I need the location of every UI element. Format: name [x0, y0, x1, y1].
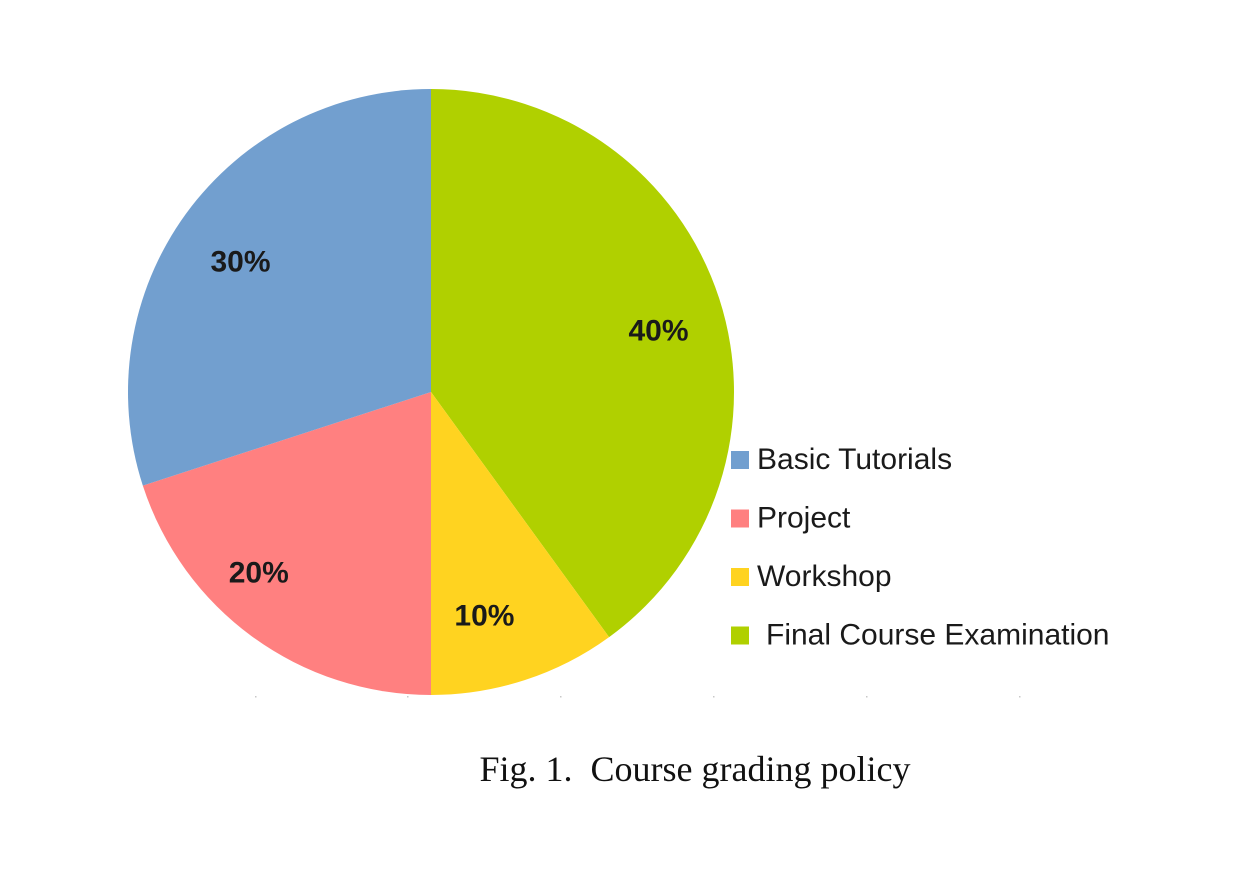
baseline-dot — [255, 696, 257, 698]
baseline-dot — [1019, 696, 1021, 698]
pie-slice-workshop — [431, 392, 610, 695]
pie-slices — [127, 89, 735, 695]
legend-label-workshop: Workshop — [757, 560, 892, 593]
baseline-dots — [255, 696, 1021, 698]
baseline-dot — [407, 696, 409, 698]
legend-swatch-final-course-examination — [731, 626, 749, 645]
slice-label-workshop: 10% — [454, 599, 514, 632]
figure-caption: Fig. 1. Course grading policy — [479, 749, 911, 789]
pie-slice-final-course-examination — [431, 89, 735, 638]
legend-swatch-project — [731, 509, 749, 528]
legend-label-project: Project — [757, 501, 851, 534]
pie-slice-basic-tutorials — [127, 89, 432, 486]
pie-chart: 40% 10% 20% 30% Basic Tutorials Project Works… — [127, 89, 1110, 698]
baseline-dot — [866, 696, 868, 698]
legend-label-basic-tutorials: Basic Tutorials — [757, 443, 952, 476]
baseline-dot — [713, 696, 715, 698]
legend-swatch-basic-tutorials — [731, 451, 749, 469]
legend-swatch-workshop — [731, 568, 749, 586]
legend-label-final-course-examination: Final Course Examination — [766, 618, 1110, 651]
legend: Basic Tutorials Project Workshop Final Cour… — [731, 443, 1110, 651]
slice-label-project: 20% — [229, 556, 289, 589]
baseline-dot — [560, 696, 562, 698]
pie-slice-project — [142, 392, 431, 695]
slice-label-final-course-examination: 40% — [628, 315, 688, 348]
pie-slice-labels: 40% 10% 20% 30% — [210, 246, 688, 633]
slice-label-basic-tutorials: 30% — [210, 246, 270, 279]
